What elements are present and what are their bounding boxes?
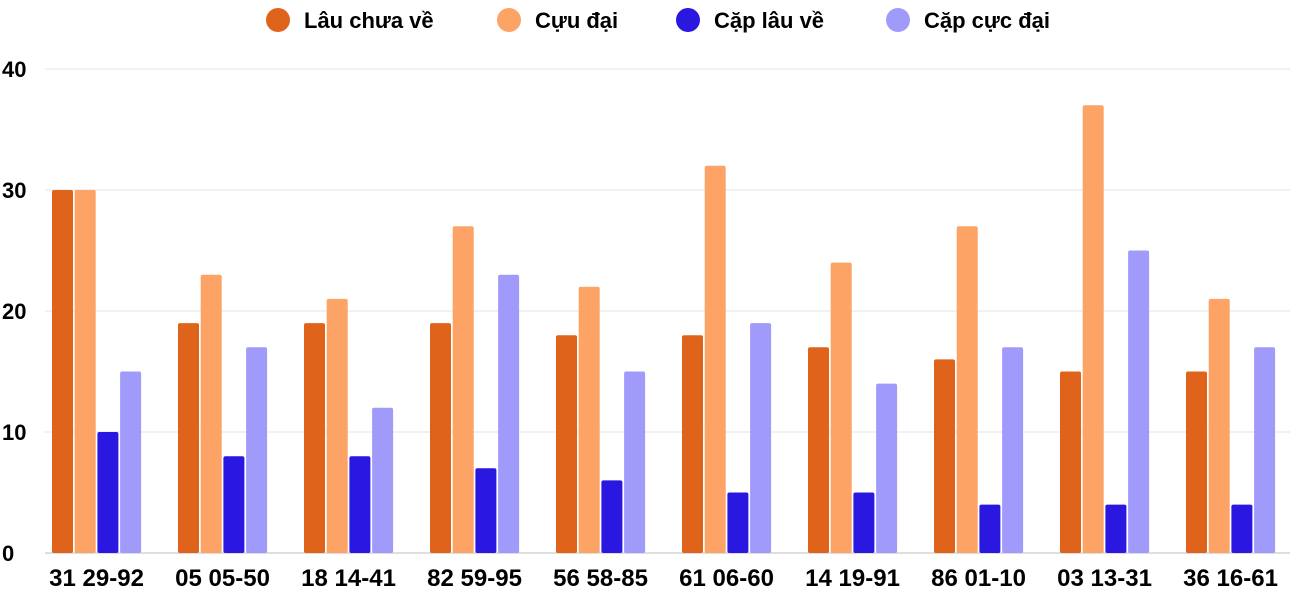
bar: Cặp lâu về: 5 (727, 492, 749, 553)
bar: Cặp lâu về: 5 (853, 492, 875, 553)
bar: Cặp cực đại: 23 (498, 274, 520, 553)
legend-label: Cặp cực đại (924, 8, 1050, 33)
bar: Lâu chưa về: 18 (556, 335, 577, 553)
legend-label: Cặp lâu về (714, 8, 824, 33)
bar: Cựu đại: 37 (1082, 105, 1104, 554)
bar: Lâu chưa về: 15 (1060, 371, 1081, 553)
bar: Cựu đại: 27 (452, 226, 474, 554)
bar: Cựu đại: 27 (956, 226, 978, 554)
bar: Lâu chưa về: 16 (934, 359, 955, 553)
bar: Cặp cực đại: 17 (1002, 347, 1024, 553)
bar: Cặp cực đại: 12 (372, 407, 394, 553)
bar: Lâu chưa về: 30 (52, 190, 73, 553)
y-tick-label: 0 (2, 541, 14, 566)
bar: Cặp cực đại: 15 (624, 371, 646, 553)
bar: Cựu đại: 22 (578, 286, 600, 553)
legend-label: Lâu chưa về (304, 8, 434, 33)
x-tick-label: 82 59-95 (427, 565, 522, 592)
y-tick-label: 40 (2, 57, 26, 82)
bar: Cặp cực đại: 19 (750, 323, 772, 553)
x-tick-label: 31 29-92 (49, 565, 144, 592)
legend-swatch (886, 8, 910, 32)
bar: Cặp cực đại: 14 (876, 383, 898, 553)
bar: Cặp lâu về: 10 (97, 432, 119, 553)
x-tick-label: 18 14-41 (301, 565, 396, 592)
bar: Cặp lâu về: 4 (979, 504, 1001, 553)
x-tick-label: 86 01-10 (931, 565, 1026, 592)
bar: Lâu chưa về: 19 (178, 323, 199, 553)
y-axis: 0 10 20 30 40 (2, 57, 26, 566)
bar: Lâu chưa về: 19 (430, 323, 451, 553)
bar: Cặp lâu về: 7 (475, 468, 497, 553)
x-tick-label: 05 05-50 (175, 565, 270, 592)
bar: Cặp lâu về: 8 (223, 456, 245, 553)
y-tick-label: 10 (2, 420, 26, 445)
legend: Lâu chưa về Cựu đại Cặp lâu về Cặp cực đại (266, 8, 1050, 33)
bar: Cặp cực đại: 17 (1254, 347, 1276, 553)
x-tick-label: 14 19-91 (805, 565, 900, 592)
bar: Cặp cực đại: 15 (120, 371, 142, 553)
bar: Cựu đại: 24 (830, 262, 852, 553)
legend-label: Cựu đại (535, 8, 618, 33)
bar: Cặp lâu về: 8 (349, 456, 371, 553)
x-tick-label: 36 16-61 (1183, 565, 1278, 592)
legend-swatch (497, 8, 521, 32)
x-tick-label: 56 58-85 (553, 565, 648, 592)
bar: Cựu đại: 30 (74, 190, 96, 553)
bar: Cặp cực đại: 17 (246, 347, 268, 553)
bar: Cặp lâu về: 4 (1231, 504, 1253, 553)
x-tick-label: 61 06-60 (679, 565, 774, 592)
y-tick-label: 30 (2, 178, 26, 203)
bar: Cựu đại: 21 (1208, 298, 1230, 553)
bar: Lâu chưa về: 15 (1186, 371, 1207, 553)
legend-swatch (676, 8, 700, 32)
legend-swatch (266, 8, 290, 32)
bar: Cựu đại: 23 (200, 274, 222, 553)
bar: Cặp lâu về: 6 (601, 480, 623, 553)
y-tick-label: 20 (2, 299, 26, 324)
bar: Cặp cực đại: 25 (1128, 250, 1150, 553)
bars: Lâu chưa về: 30Cựu đại: 30Cặp lâu về: 10… (52, 105, 1276, 554)
bar: Cặp lâu về: 4 (1105, 504, 1127, 553)
x-axis: 31 29-92 05 05-50 18 14-41 82 59-95 56 58-85… (49, 565, 1278, 592)
bar: Lâu chưa về: 19 (304, 323, 325, 553)
bar: Cựu đại: 32 (704, 165, 726, 554)
bar: Lâu chưa về: 18 (682, 335, 703, 553)
bar: Lâu chưa về: 17 (808, 347, 829, 553)
bar: Cựu đại: 21 (326, 298, 348, 553)
x-tick-label: 03 13-31 (1057, 565, 1152, 592)
